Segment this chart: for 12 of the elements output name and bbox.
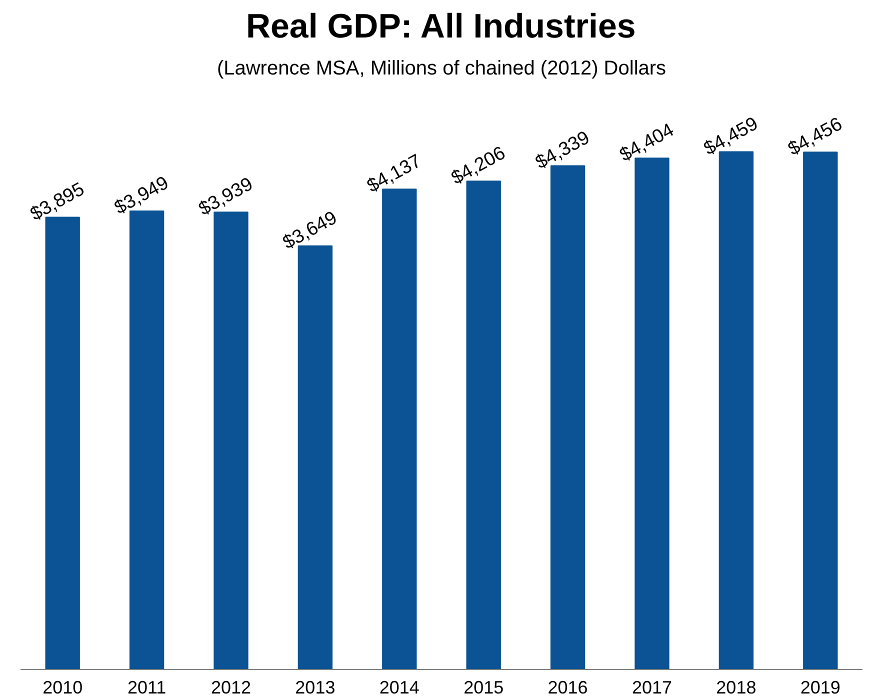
x-tick-label: 2012 [210, 678, 252, 696]
x-tick-label: 2015 [464, 678, 504, 696]
x-tick-label: 2011 [127, 678, 166, 696]
x-tick-label: 2013 [295, 678, 336, 696]
x-tick-label: 2010 [42, 678, 83, 696]
x-tick-label: 2018 [716, 678, 756, 696]
chart-title: Real GDP: All Industries [246, 8, 636, 46]
x-tick-label: 2014 [379, 678, 420, 696]
x-tick-label: 2016 [548, 678, 588, 696]
x-tick-label: 2019 [800, 678, 840, 696]
chart-subtitle: (Lawrence MSA, Millions of chained (2012) Dollars [216, 58, 666, 80]
x-tick-label: 2017 [632, 678, 672, 696]
